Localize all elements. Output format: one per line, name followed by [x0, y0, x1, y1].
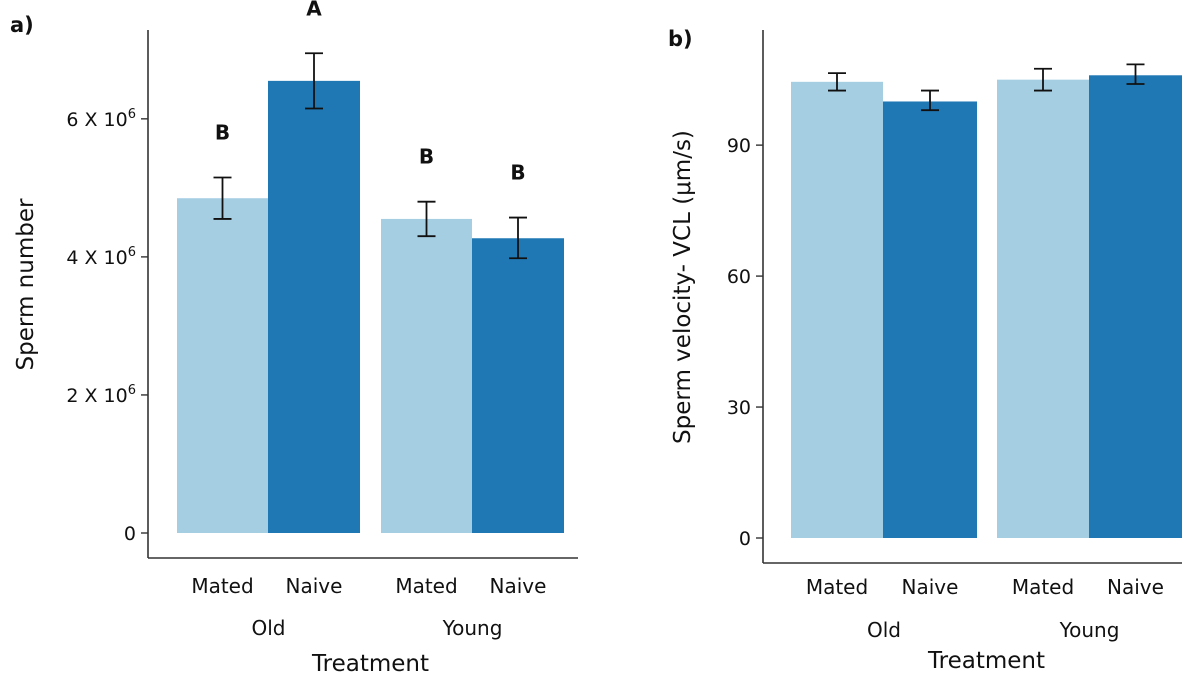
x-group-label: Old — [252, 616, 286, 640]
panel-a: a) 0 2 X 106 4 X 106 6 X 106 Sperm number B Mat… — [10, 0, 578, 677]
x-category-label: Mated — [1012, 575, 1074, 599]
x-category-label: Naive — [902, 575, 959, 599]
bar — [472, 238, 564, 533]
significance-letter: B — [510, 161, 525, 185]
y-tick-label: 0 — [124, 523, 136, 545]
bar — [381, 218, 472, 533]
y-tick-label: 30 — [727, 397, 751, 419]
panel-label: b) — [668, 27, 693, 51]
y-tick-label: 90 — [727, 135, 751, 157]
significance-letter: A — [306, 0, 322, 20]
y-tick-label: 2 X 106 — [66, 383, 136, 407]
y-tick-label: 4 X 106 — [66, 245, 136, 269]
x-category-label: Naive — [1107, 575, 1164, 599]
y-tick-label: 6 X 106 — [66, 107, 136, 131]
bar — [177, 198, 268, 533]
bar — [791, 81, 883, 539]
bar — [997, 79, 1089, 539]
significance-letter: B — [215, 121, 230, 145]
x-category-label: Mated — [395, 574, 457, 598]
x-axis-title: Treatment — [311, 651, 429, 677]
significance-letter: B — [419, 145, 434, 169]
y-tick-label: 0 — [739, 528, 751, 550]
y-axis-title: Sperm velocity- VCL (μm/s) — [670, 130, 696, 444]
x-axis-title: Treatment — [927, 648, 1045, 674]
x-category-label: Naive — [286, 574, 343, 598]
panel-label: a) — [10, 13, 34, 37]
x-category-label: Mated — [806, 575, 868, 599]
x-group-label: Young — [442, 616, 503, 640]
panel-b: b) 0 30 60 90 Sperm velocity- VCL (μm/s) Mated… — [668, 27, 1182, 674]
x-group-label: Young — [1059, 618, 1120, 642]
bar — [1089, 75, 1182, 538]
bar — [268, 80, 360, 534]
y-axis-title: Sperm number — [13, 198, 39, 370]
x-group-label: Old — [867, 618, 901, 642]
bar — [883, 101, 977, 538]
x-category-label: Naive — [490, 574, 547, 598]
x-category-label: Mated — [191, 574, 253, 598]
y-tick-label: 60 — [727, 266, 751, 288]
